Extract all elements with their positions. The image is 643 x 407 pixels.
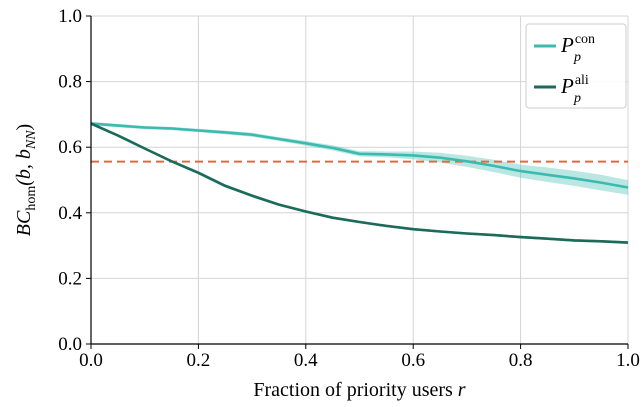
x-tick-labels: 0.0 0.2 0.4 0.6 0.8 1.0 xyxy=(79,350,640,371)
y-tick-label-2: 0.4 xyxy=(58,203,82,224)
x-tick-label-3: 0.6 xyxy=(401,350,425,371)
y-axis-title-base-sub: hom xyxy=(24,186,39,211)
legend-label-ali-name: P xyxy=(560,74,574,98)
confidence-bands xyxy=(91,121,628,244)
x-tick-label-4: 0.8 xyxy=(509,350,533,371)
y-axis-title: BChom(b, bNN) xyxy=(13,124,39,236)
axes xyxy=(86,15,629,349)
band-ali xyxy=(91,122,628,244)
legend-label-con-sup: con xyxy=(575,32,595,47)
y-axis-title-base: BC xyxy=(13,210,35,236)
y-axis-title-args-close: ) xyxy=(13,124,35,131)
legend: Pcon p Pali p xyxy=(525,23,627,109)
y-tick-label-3: 0.6 xyxy=(58,137,82,158)
x-axis-title: Fraction of priority users r xyxy=(253,379,465,401)
legend-label-ali-sup: ali xyxy=(575,73,589,88)
series-lines xyxy=(90,122,629,244)
legend-label-ali: Pali p xyxy=(560,73,589,106)
x-tick-label-2: 0.4 xyxy=(294,350,318,371)
band-con xyxy=(91,121,628,195)
legend-label-con: Pcon p xyxy=(560,32,595,65)
x-tick-label-1: 0.2 xyxy=(187,350,211,371)
y-axis-title-args: (b, b xyxy=(13,149,35,186)
y-tick-label-0: 0.0 xyxy=(58,334,82,355)
y-tick-label-4: 0.8 xyxy=(58,72,82,93)
x-axis-title-var: r xyxy=(458,379,466,401)
x-tick-label-5: 1.0 xyxy=(616,350,640,371)
legend-label-con-name: P xyxy=(560,33,574,57)
legend-label-ali-sub: p xyxy=(573,91,581,106)
x-tick-label-0: 0.0 xyxy=(79,350,103,371)
x-axis-title-text: Fraction of priority users xyxy=(253,379,453,401)
y-tick-label-1: 0.2 xyxy=(58,268,82,289)
legend-label-con-sub: p xyxy=(573,50,581,65)
series-line-ali xyxy=(90,122,629,244)
series-line-con xyxy=(90,122,629,189)
y-axis-title-args-sub: NN xyxy=(24,130,39,150)
y-tick-labels: 0.0 0.2 0.4 0.6 0.8 1.0 xyxy=(58,6,82,355)
y-tick-label-5: 1.0 xyxy=(58,6,82,27)
